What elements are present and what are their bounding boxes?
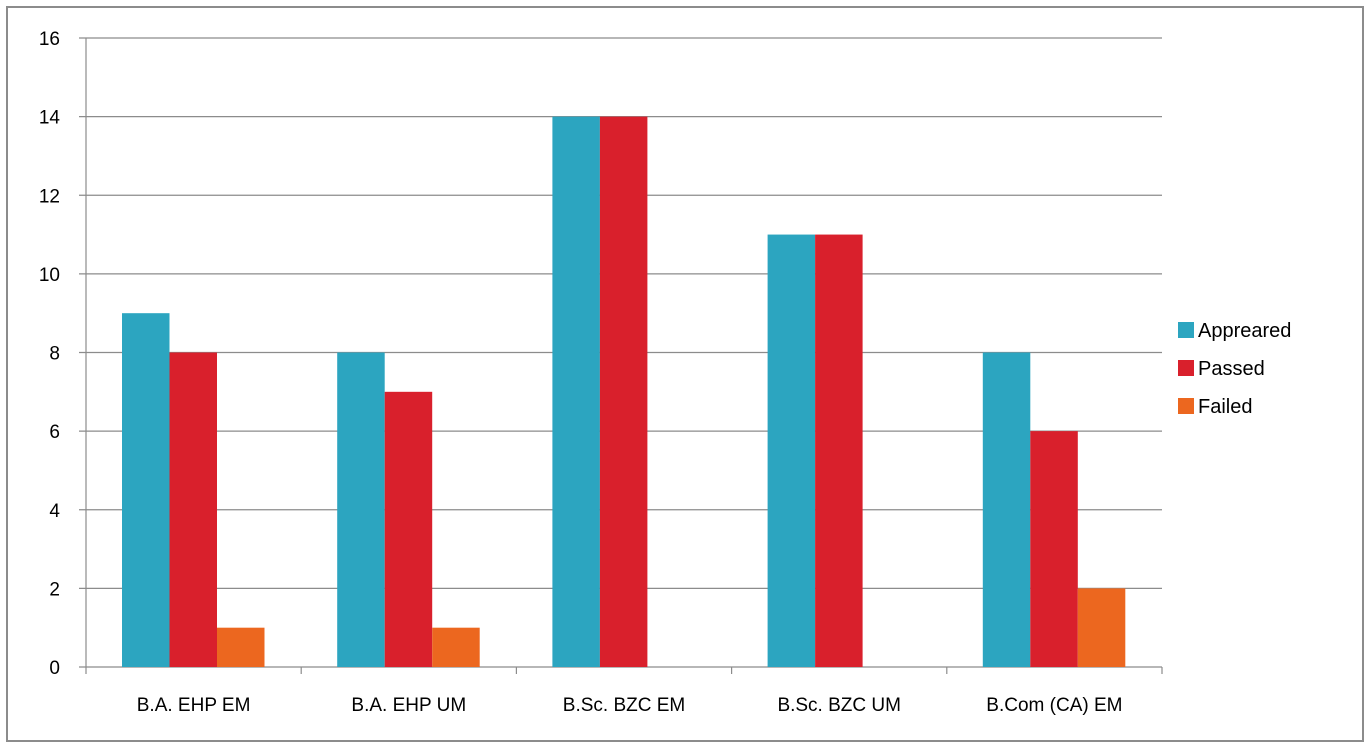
y-tick-label: 4 — [49, 501, 60, 522]
y-tick-label: 16 — [39, 29, 60, 50]
y-tick-labels: 0 2 4 6 8 10 12 14 16 — [39, 29, 61, 679]
bar-failed — [432, 627, 480, 667]
legend-swatch — [1178, 360, 1194, 376]
y-tick-label: 6 — [49, 422, 60, 443]
y-tick-label: 0 — [49, 658, 60, 679]
bar-passed — [1030, 431, 1078, 667]
legend-swatch — [1178, 322, 1194, 338]
x-tick-label: B.Sc. BZC UM — [777, 695, 901, 716]
x-tick-label: B.A. EHP UM — [351, 695, 466, 716]
legend-label: Failed — [1198, 396, 1252, 418]
bar-passed — [384, 391, 433, 667]
bar-appreared — [982, 352, 1031, 667]
y-tick-label: 8 — [49, 344, 60, 365]
chart-frame — [6, 6, 1364, 742]
bar-appreared — [122, 313, 170, 667]
bar-passed — [169, 352, 217, 667]
bar-failed — [1077, 588, 1126, 667]
y-tick-label: 10 — [39, 265, 60, 286]
x-tick-label: B.Sc. BZC EM — [563, 695, 685, 716]
legend: Appreared Passed Failed — [1178, 320, 1291, 418]
y-tick-label: 14 — [39, 108, 61, 129]
y-tick-label: 2 — [49, 579, 60, 600]
legend-label: Appreared — [1198, 320, 1291, 342]
bar-passed — [599, 116, 648, 667]
bar-passed — [815, 234, 863, 667]
bar-appreared — [337, 352, 385, 667]
legend-swatch — [1178, 398, 1194, 414]
x-tick-label: B.Com (CA) EM — [986, 695, 1122, 716]
bar-appreared — [552, 116, 600, 667]
legend-label: Passed — [1198, 358, 1265, 380]
x-tick-labels: B.A. EHP EM B.A. EHP UM B.Sc. BZC EM B.Sc. … — [137, 695, 1123, 716]
y-tick-label: 12 — [39, 186, 60, 207]
bar-appreared — [767, 234, 816, 667]
bars — [122, 116, 1126, 667]
x-tick-label: B.A. EHP EM — [137, 695, 251, 716]
bar-failed — [217, 627, 265, 667]
